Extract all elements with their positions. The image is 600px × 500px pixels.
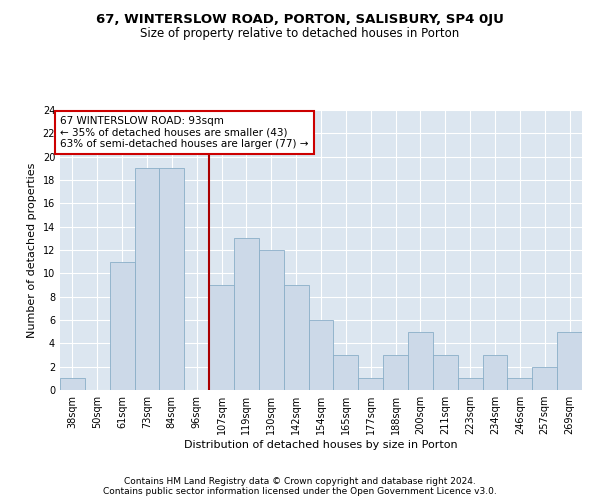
Bar — [234, 238, 259, 390]
Bar — [433, 355, 458, 390]
Text: Contains public sector information licensed under the Open Government Licence v3: Contains public sector information licen… — [103, 487, 497, 496]
Bar — [110, 262, 134, 390]
Bar — [60, 378, 85, 390]
Bar — [209, 285, 234, 390]
Bar — [532, 366, 557, 390]
Bar — [408, 332, 433, 390]
Y-axis label: Number of detached properties: Number of detached properties — [27, 162, 37, 338]
Bar — [557, 332, 582, 390]
Text: 67, WINTERSLOW ROAD, PORTON, SALISBURY, SP4 0JU: 67, WINTERSLOW ROAD, PORTON, SALISBURY, … — [96, 12, 504, 26]
Text: 67 WINTERSLOW ROAD: 93sqm
← 35% of detached houses are smaller (43)
63% of semi-: 67 WINTERSLOW ROAD: 93sqm ← 35% of detac… — [60, 116, 308, 149]
Bar — [458, 378, 482, 390]
Bar — [508, 378, 532, 390]
Text: Contains HM Land Registry data © Crown copyright and database right 2024.: Contains HM Land Registry data © Crown c… — [124, 477, 476, 486]
Bar — [134, 168, 160, 390]
Bar — [482, 355, 508, 390]
Bar — [334, 355, 358, 390]
Bar — [284, 285, 308, 390]
Text: Size of property relative to detached houses in Porton: Size of property relative to detached ho… — [140, 28, 460, 40]
Bar — [358, 378, 383, 390]
X-axis label: Distribution of detached houses by size in Porton: Distribution of detached houses by size … — [184, 440, 458, 450]
Bar — [383, 355, 408, 390]
Bar — [259, 250, 284, 390]
Bar — [160, 168, 184, 390]
Bar — [308, 320, 334, 390]
